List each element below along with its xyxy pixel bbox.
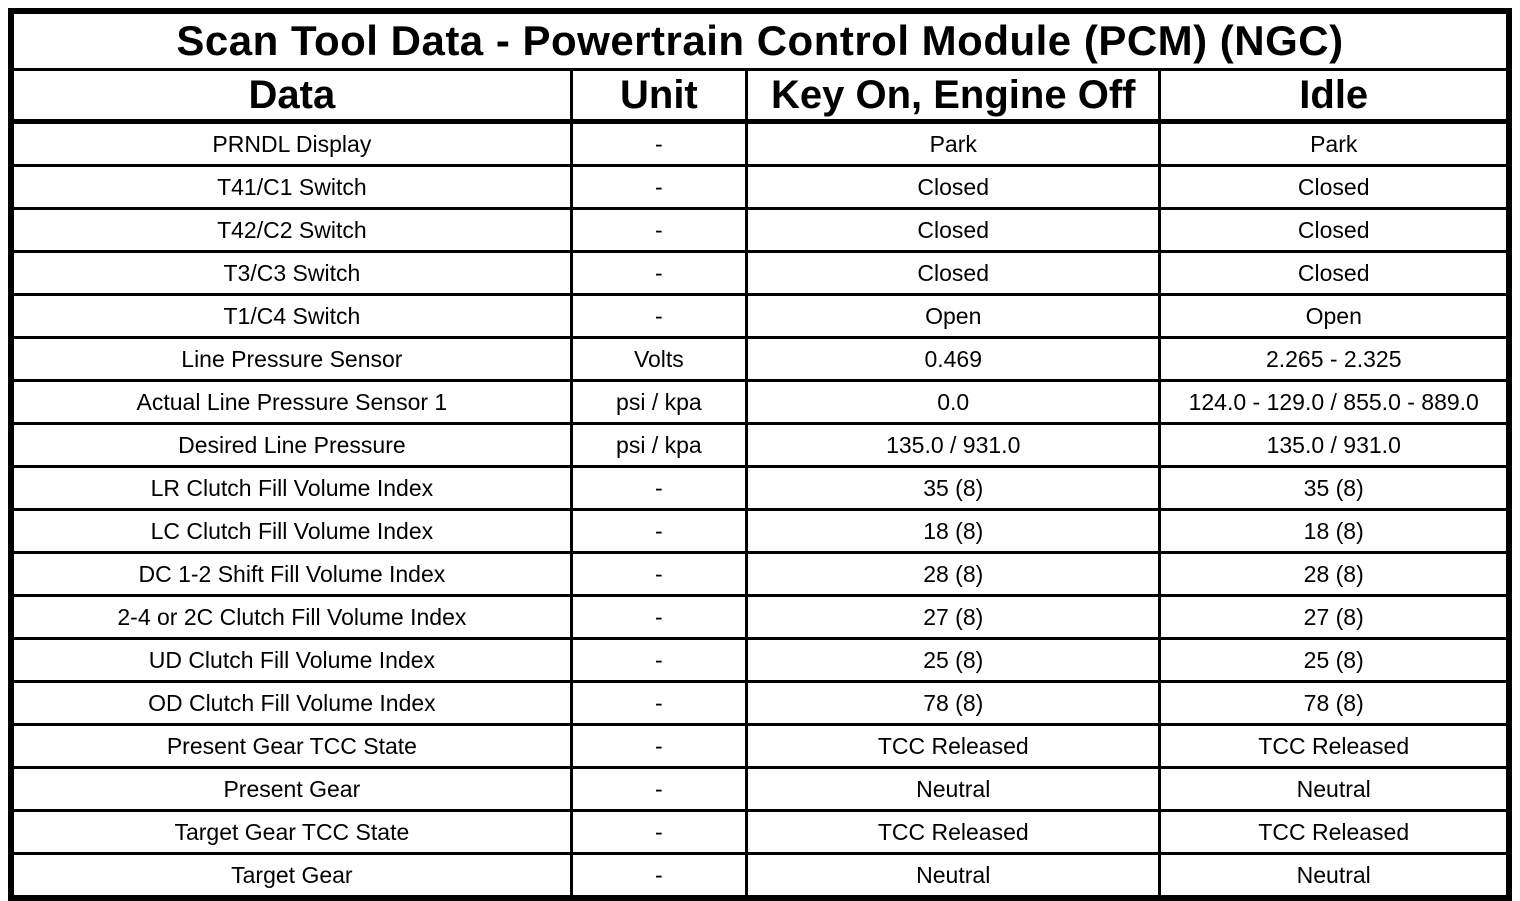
table-row: DC 1-2 Shift Fill Volume Index -28 (8) 28 … [9,551,1511,597]
cell-data: Present Gear TCC State [9,723,573,769]
cell-unit: - [569,120,749,167]
cell-data: UD Clutch Fill Volume Index [9,637,573,683]
cell-data: Present Gear [9,766,573,812]
cell-data: Desired Line Pressure [9,422,573,468]
cell-idle: Neutral [1158,766,1511,812]
table-row: Present Gear TCC State - TCC Released TCC R… [9,723,1511,769]
cell-unit: - [569,852,749,900]
cell-unit: - [569,637,749,683]
cell-key_on_engine_off: Park [745,120,1162,167]
cell-key_on_engine_off: 28 (8) [745,551,1162,597]
cell-key_on_engine_off: 18 (8) [745,508,1162,554]
cell-key_on_engine_off: 0.469 [745,336,1162,382]
cell-key_on_engine_off: 25 (8) [745,637,1162,683]
cell-idle: Open [1158,293,1511,339]
cell-idle: 28 (8) [1158,551,1511,597]
column-header-row: Data Unit Key On, Engine Off Idle [9,68,1511,124]
cell-unit: - [569,164,749,210]
table-row: LC Clutch Fill Volume Index -18 (8) 18 (8) [9,508,1511,554]
cell-unit: - [569,680,749,726]
cell-idle: 35 (8) [1158,465,1511,511]
cell-data: T41/C1 Switch [9,164,573,210]
cell-idle: Closed [1158,250,1511,296]
table-row: Actual Line Pressure Sensor 1 psi / kpa 0.… [9,379,1511,425]
table-row: Desired Line Pressure psi / kpa 135.0 / 93… [9,422,1511,468]
cell-key_on_engine_off: Neutral [745,766,1162,812]
table-row: T41/C1 Switch - Closed Closed [9,164,1511,210]
cell-idle: 2.265 - 2.325 [1158,336,1511,382]
cell-idle: 18 (8) [1158,508,1511,554]
table-row: UD Clutch Fill Volume Index -25 (8) 25 (8) [9,637,1511,683]
title-row: Scan Tool Data - Powertrain Control Modu… [9,9,1511,71]
cell-key_on_engine_off: Closed [745,164,1162,210]
cell-data: Line Pressure Sensor [9,336,573,382]
cell-unit: Volts [569,336,749,382]
column-header-idle: Idle [1158,68,1511,124]
table-row: 2-4 or 2C Clutch Fill Volume Index -27 (8… [9,594,1511,640]
table-row: T42/C2 Switch - Closed Closed [9,207,1511,253]
table-body: PRNDL Display - Park Park T41/C1 Switch - Clos… [9,120,1511,900]
cell-unit: - [569,207,749,253]
column-header-data: Data [9,68,573,124]
cell-unit: - [569,766,749,812]
cell-data: LR Clutch Fill Volume Index [9,465,573,511]
cell-data: DC 1-2 Shift Fill Volume Index [9,551,573,597]
cell-unit: - [569,723,749,769]
cell-unit: - [569,594,749,640]
table-row: Line Pressure Sensor Volts 0.469 2.265 - 2.… [9,336,1511,382]
cell-data: Target Gear TCC State [9,809,573,855]
cell-unit: - [569,809,749,855]
cell-idle: Neutral [1158,852,1511,900]
cell-data: PRNDL Display [9,120,573,167]
cell-key_on_engine_off: Closed [745,250,1162,296]
cell-key_on_engine_off: Closed [745,207,1162,253]
table-row: Target Gear TCC State - TCC Released TCC Re… [9,809,1511,855]
cell-key_on_engine_off: TCC Released [745,723,1162,769]
cell-idle: 135.0 / 931.0 [1158,422,1511,468]
cell-idle: 124.0 - 129.0 / 855.0 - 889.0 [1158,379,1511,425]
scan-tool-data-table: Scan Tool Data - Powertrain Control Modu… [8,8,1512,901]
cell-data: Target Gear [9,852,573,900]
table-title: Scan Tool Data - Powertrain Control Modu… [9,9,1511,71]
table-row: Present Gear - Neutral Neutral [9,766,1511,812]
cell-unit: - [569,465,749,511]
cell-key_on_engine_off: 0.0 [745,379,1162,425]
table-row: PRNDL Display - Park Park [9,120,1511,167]
column-header-key_on_engine_off: Key On, Engine Off [745,68,1162,124]
table-row: Target Gear - Neutral Neutral [9,852,1511,900]
cell-key_on_engine_off: 135.0 / 931.0 [745,422,1162,468]
cell-idle: Park [1158,120,1511,167]
cell-idle: TCC Released [1158,809,1511,855]
cell-unit: - [569,250,749,296]
cell-key_on_engine_off: TCC Released [745,809,1162,855]
cell-key_on_engine_off: 27 (8) [745,594,1162,640]
table-row: T3/C3 Switch - Closed Closed [9,250,1511,296]
column-header-unit: Unit [569,68,749,124]
cell-data: OD Clutch Fill Volume Index [9,680,573,726]
cell-data: 2-4 or 2C Clutch Fill Volume Index [9,594,573,640]
table-row: LR Clutch Fill Volume Index -35 (8) 35 (8) [9,465,1511,511]
cell-unit: psi / kpa [569,422,749,468]
cell-data: T3/C3 Switch [9,250,573,296]
cell-data: Actual Line Pressure Sensor 1 [9,379,573,425]
table-row: OD Clutch Fill Volume Index -78 (8) 78 (8) [9,680,1511,726]
cell-key_on_engine_off: Neutral [745,852,1162,900]
cell-data: T1/C4 Switch [9,293,573,339]
cell-key_on_engine_off: 78 (8) [745,680,1162,726]
cell-idle: Closed [1158,207,1511,253]
table-row: T1/C4 Switch - Open Open [9,293,1511,339]
cell-key_on_engine_off: 35 (8) [745,465,1162,511]
cell-unit: - [569,508,749,554]
cell-unit: psi / kpa [569,379,749,425]
cell-unit: - [569,293,749,339]
cell-key_on_engine_off: Open [745,293,1162,339]
cell-data: T42/C2 Switch [9,207,573,253]
cell-idle: 27 (8) [1158,594,1511,640]
cell-idle: 78 (8) [1158,680,1511,726]
cell-idle: TCC Released [1158,723,1511,769]
cell-data: LC Clutch Fill Volume Index [9,508,573,554]
cell-idle: Closed [1158,164,1511,210]
cell-unit: - [569,551,749,597]
cell-idle: 25 (8) [1158,637,1511,683]
